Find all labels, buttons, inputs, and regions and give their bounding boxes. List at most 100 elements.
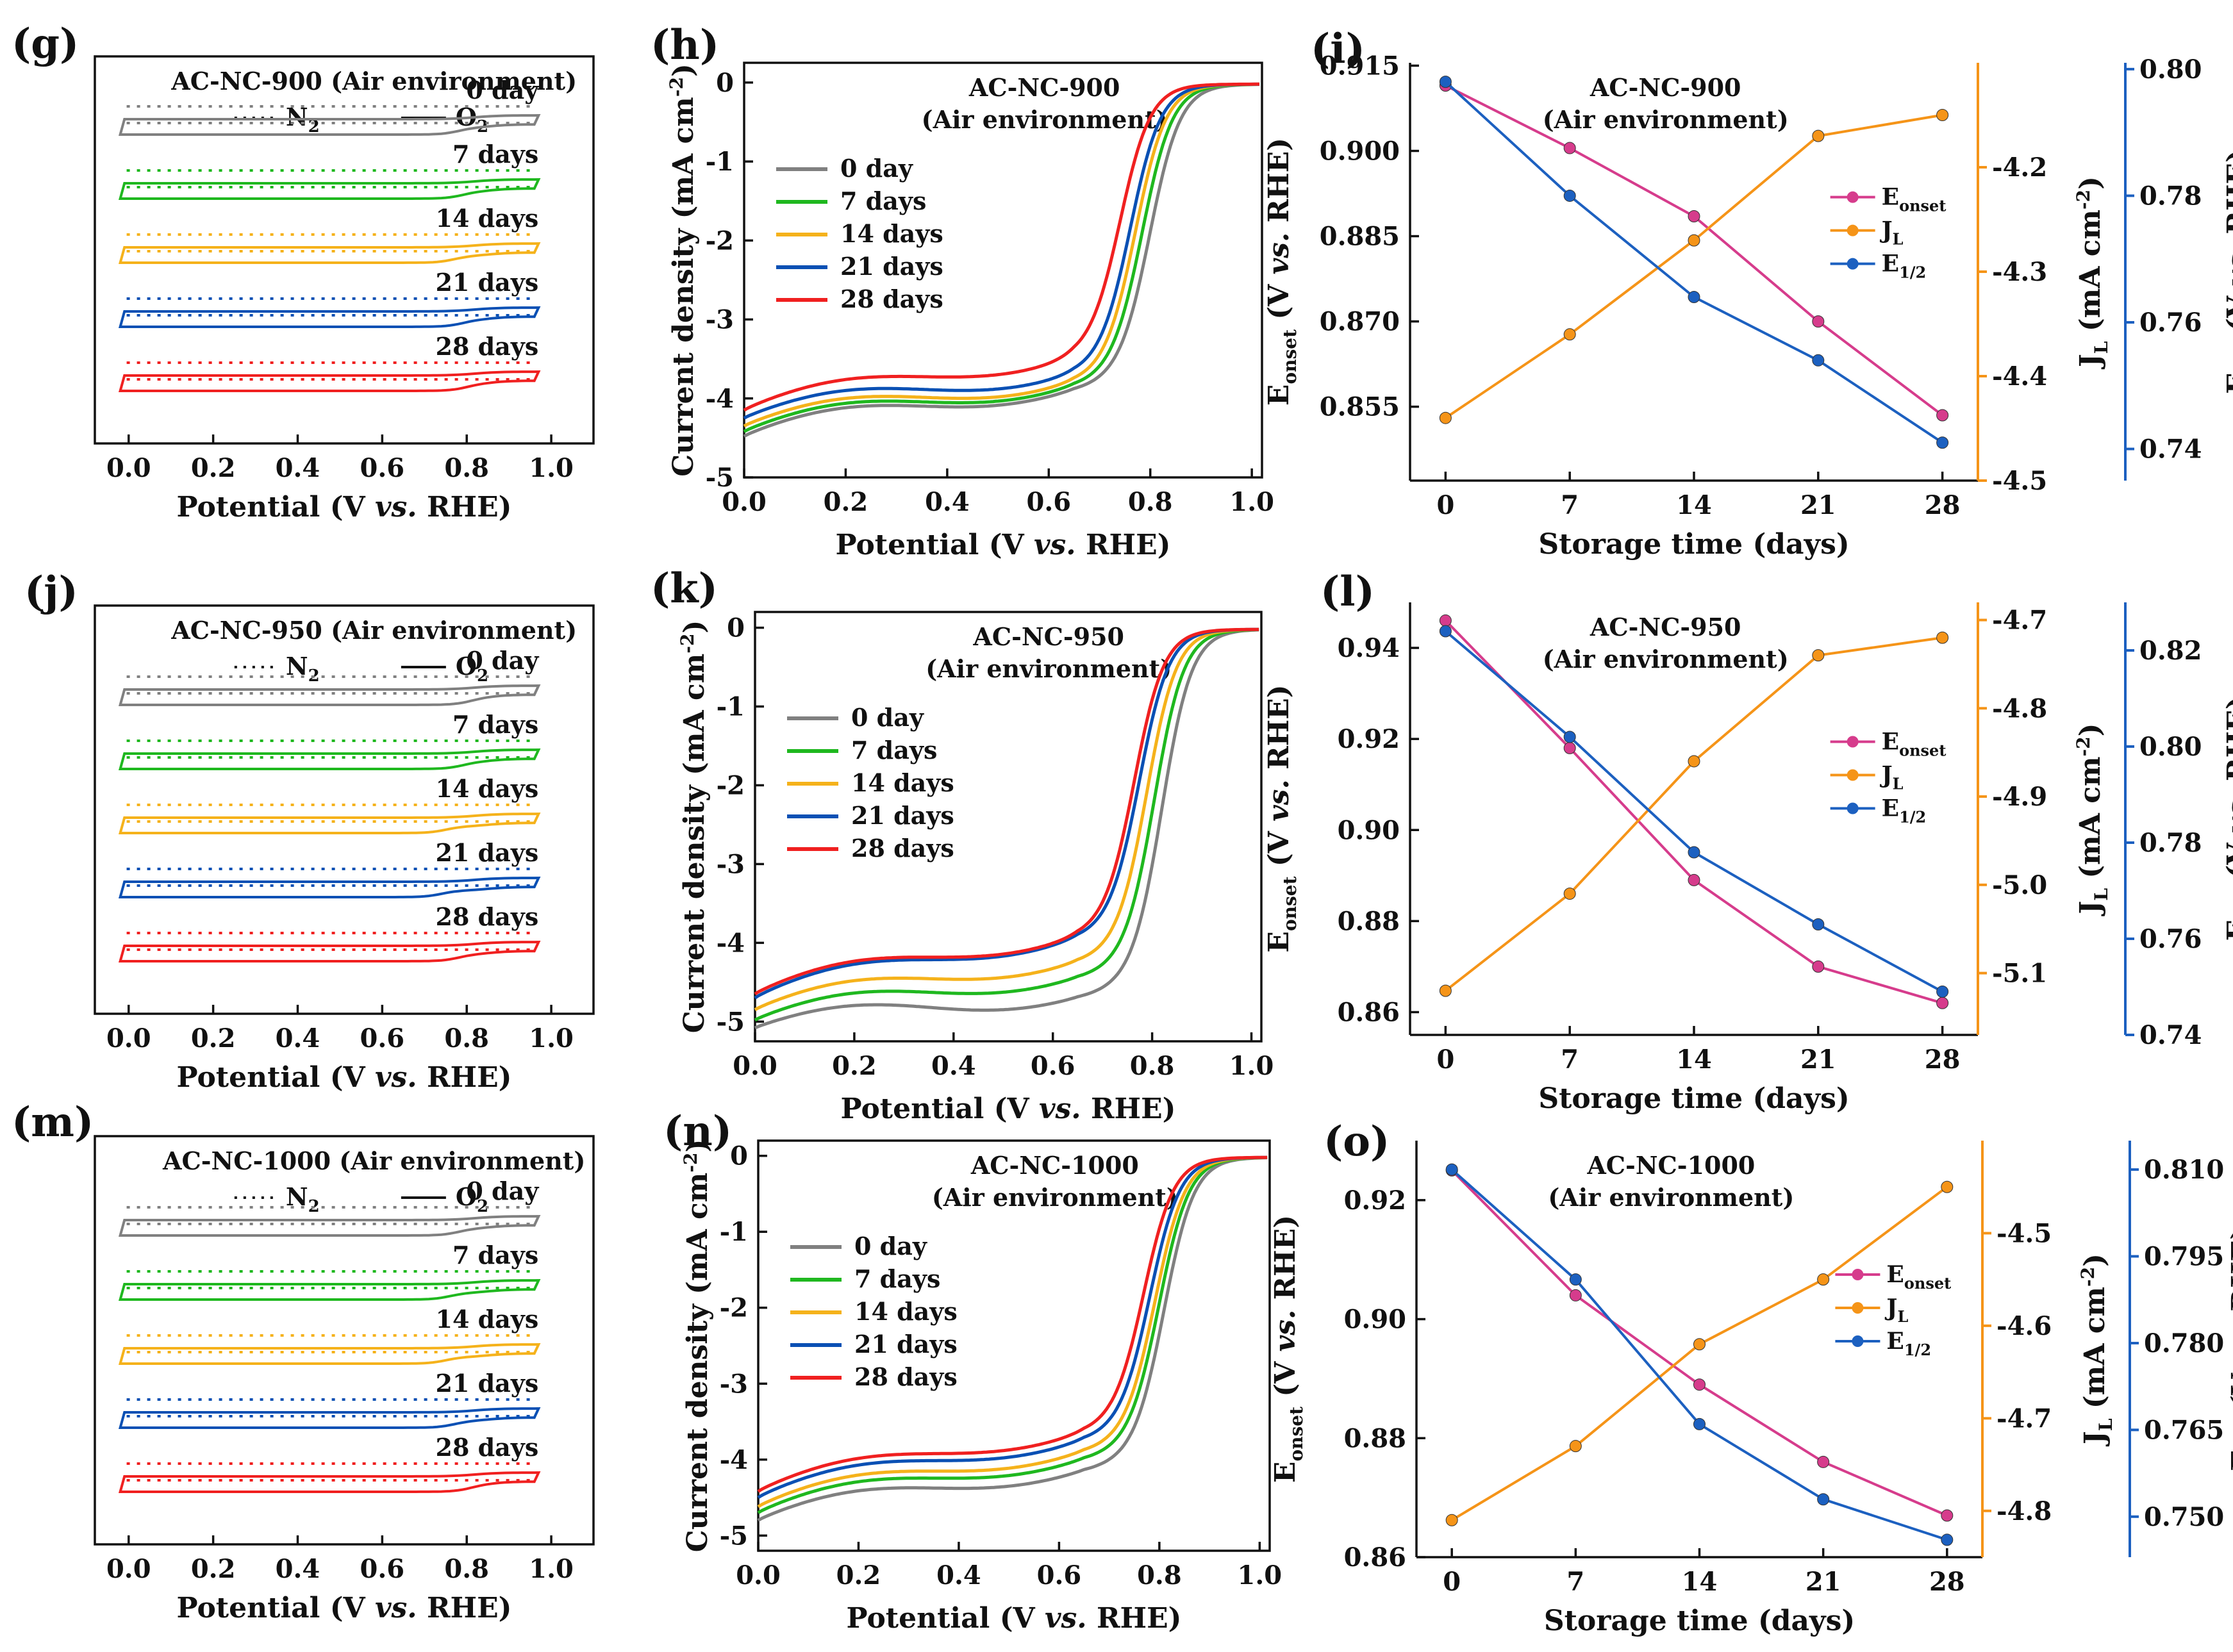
plot-frame xyxy=(94,604,595,1015)
legend-label: 7 days xyxy=(854,1264,940,1293)
label-part: (mA cm xyxy=(2074,210,2107,342)
y-axis-label: Eonset (V vs. RHE) xyxy=(1263,684,1300,952)
x-tick-label: 0.6 xyxy=(360,1023,405,1053)
x-tick-label: 14 xyxy=(1676,1045,1712,1075)
label-part: vs. xyxy=(1263,779,1295,822)
series-label: 0 day xyxy=(466,76,539,104)
plot-frame xyxy=(94,1135,595,1546)
y-tick-label: 0.74 xyxy=(2139,1020,2202,1050)
y-tick-label: -4.7 xyxy=(1996,1403,2052,1433)
x-tick-label: 0.8 xyxy=(444,1023,489,1053)
data-point xyxy=(1688,210,1700,223)
x-tick-label: 0.2 xyxy=(824,487,868,517)
x-tick-label: 0.6 xyxy=(1026,487,1071,517)
trend-panel-(l): 0 7 14 21 28 Storage time (days) 0.86 0.88 0.90 0… xyxy=(1263,602,2233,1115)
label-part: RHE) xyxy=(2221,149,2233,244)
y-tick-label: 0.80 xyxy=(2139,54,2202,85)
y-tick-label: 0.82 xyxy=(2139,636,2202,666)
data-point xyxy=(1439,984,1452,997)
y-tick-label: -5 xyxy=(706,463,734,493)
label-part: vs. xyxy=(1045,1602,1087,1635)
y-tick-label: 0 xyxy=(716,68,734,98)
lsv-curve xyxy=(743,82,1259,428)
panel-subtitle: (Air environment) xyxy=(932,1183,1178,1212)
series-line xyxy=(1445,636,1943,992)
label-part: (mA cm xyxy=(2074,756,2107,888)
series-line xyxy=(1445,630,1943,993)
x-tick-label: 14 xyxy=(1676,490,1712,520)
lsv-curve xyxy=(754,628,1259,1030)
data-point xyxy=(1936,986,1949,998)
x-tick-label: 0.4 xyxy=(276,1554,320,1584)
series-label: 14 days xyxy=(436,1305,539,1334)
y-tick-label: -2 xyxy=(706,226,734,256)
x-axis-label: Storage time (days) xyxy=(1544,1605,1855,1637)
x-axis-label: Potential (V vs. RHE) xyxy=(836,529,1171,561)
series-label: 21 days xyxy=(436,1369,539,1398)
data-point xyxy=(1812,960,1825,973)
data-point xyxy=(1439,411,1452,424)
cv-o2-curve xyxy=(118,178,541,200)
y-tick-label: -4.6 xyxy=(1996,1311,2052,1341)
panel-subtitle: (Air environment) xyxy=(922,105,1168,134)
lsv-curve xyxy=(757,1156,1268,1522)
y-tick-label: -4.9 xyxy=(1992,782,2047,812)
y-axis-label: Current density (mA cm-2) xyxy=(677,620,711,1034)
cv-o2-curve xyxy=(118,113,541,136)
panel-subtitle: (Air environment) xyxy=(1543,645,1789,673)
cv-panel-(m): 0.0 0.2 0.4 0.6 0.8 1.0 AC-NC-1000 (Air enviro… xyxy=(94,1135,595,1584)
y-tick-label: -4.8 xyxy=(1996,1496,2052,1526)
y-tick-label: -4.8 xyxy=(1992,693,2047,723)
cv-o2-curve xyxy=(118,1214,541,1237)
y-tick-label: -4.2 xyxy=(1992,153,2047,183)
legend-label: N2 xyxy=(286,103,320,136)
data-point xyxy=(1445,1163,1458,1176)
x-tick-label: 1.0 xyxy=(529,1023,574,1053)
label-part: RHE) xyxy=(2226,1227,2233,1321)
label-part: Storage time (days) xyxy=(1538,1082,1849,1115)
label-part: vs. xyxy=(1034,529,1076,561)
lsv-curve xyxy=(754,627,1259,1011)
series-label: 21 days xyxy=(436,838,539,867)
legend-marker xyxy=(1847,736,1859,748)
cv-o2-curve xyxy=(118,1471,541,1493)
data-point xyxy=(1688,234,1700,247)
lsv-curve xyxy=(754,627,1259,1000)
legend-label: 14 days xyxy=(840,219,943,248)
label-part: 1/2 xyxy=(1904,1341,1931,1359)
label-part: L xyxy=(1893,775,1904,793)
label-part: J xyxy=(2079,1431,2111,1447)
y-tick-label: 0.750 xyxy=(2144,1502,2224,1532)
y-tick-label: 0.810 xyxy=(2144,1155,2224,1185)
y-tick-label: -3 xyxy=(720,1369,748,1399)
x-tick-label: 0.8 xyxy=(1137,1560,1182,1590)
y-tick-label: -2 xyxy=(720,1293,748,1323)
lsv-curve xyxy=(754,627,1259,996)
y-axis-label: E1/2 (V vs. RHE) xyxy=(2226,1227,2233,1471)
legend-label: 0 day xyxy=(854,1232,927,1260)
y-axis-label: JL (mA cm-2) xyxy=(2073,176,2112,370)
label-part: vs. xyxy=(1269,1310,1302,1352)
label-part: J xyxy=(2074,354,2107,370)
label-part: (V xyxy=(1263,274,1295,329)
x-tick-label: 0 xyxy=(1436,1045,1454,1075)
y-tick-label: 0.78 xyxy=(2139,181,2202,211)
data-point xyxy=(1693,1378,1706,1391)
label-part: ) xyxy=(667,63,700,77)
data-point xyxy=(1563,328,1576,341)
data-point xyxy=(1563,189,1576,202)
lsv-curve xyxy=(743,83,1260,438)
y-tick-label: -4.5 xyxy=(1996,1218,2052,1248)
data-point xyxy=(1445,1514,1458,1526)
lsv-curve xyxy=(754,628,1259,1022)
label-part: RHE) xyxy=(417,1061,512,1094)
cv-o2-curve xyxy=(118,370,541,392)
label-part: ) xyxy=(681,1139,714,1153)
x-tick-label: 0.4 xyxy=(925,487,970,517)
label-part: vs. xyxy=(1039,1093,1081,1125)
label-part: -2 xyxy=(666,77,687,97)
label-part: ) xyxy=(2074,723,2107,737)
series-label: 21 days xyxy=(436,268,539,297)
x-tick-label: 0.0 xyxy=(106,1023,151,1053)
data-point xyxy=(1817,1455,1830,1468)
